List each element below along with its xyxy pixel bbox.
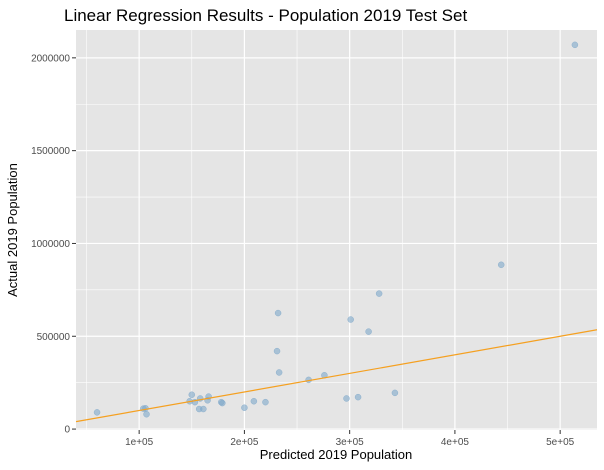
x-axis-ticks: 1e+05 2e+05 3e+05 4e+05 5e+05 bbox=[125, 430, 575, 448]
plot-panel bbox=[76, 30, 597, 430]
data-point bbox=[142, 405, 149, 412]
data-point bbox=[343, 395, 350, 402]
data-points bbox=[93, 41, 579, 418]
data-point bbox=[143, 410, 150, 418]
x-tick-label: 3e+05 bbox=[336, 437, 365, 448]
data-point bbox=[250, 397, 258, 405]
data-point bbox=[497, 261, 505, 269]
y-tick-label: 1500000 bbox=[31, 146, 70, 157]
data-point bbox=[274, 309, 282, 317]
data-point bbox=[241, 404, 248, 411]
y-axis-title: Actual 2019 Population bbox=[5, 163, 20, 297]
x-axis-title: Predicted 2019 Population bbox=[260, 447, 413, 462]
data-point bbox=[375, 290, 383, 297]
data-point bbox=[354, 393, 362, 401]
data-point bbox=[365, 328, 372, 335]
y-tick-label: 0 bbox=[64, 425, 70, 436]
y-axis-ticks: 0 500000 1000000 1500000 2000000 bbox=[31, 53, 76, 436]
data-point bbox=[93, 409, 101, 416]
y-tick-label: 2000000 bbox=[31, 53, 70, 64]
data-point bbox=[391, 389, 399, 397]
x-tick-label: 4e+05 bbox=[441, 437, 470, 448]
x-tick-label: 5e+05 bbox=[546, 437, 575, 448]
data-point bbox=[347, 316, 354, 323]
data-point bbox=[273, 347, 281, 355]
x-tick-label: 2e+05 bbox=[230, 437, 259, 448]
data-point bbox=[219, 399, 226, 407]
data-point bbox=[188, 391, 196, 398]
data-point bbox=[200, 405, 207, 413]
y-tick-label: 1000000 bbox=[31, 239, 70, 250]
regression-line-group bbox=[75, 329, 598, 423]
data-point bbox=[275, 369, 283, 376]
data-point bbox=[571, 41, 579, 49]
grid-major bbox=[76, 30, 597, 430]
y-tick-label: 500000 bbox=[37, 332, 71, 343]
data-point bbox=[262, 398, 269, 406]
chart-title: Linear Regression Results - Population 2… bbox=[64, 6, 467, 25]
regression-line bbox=[75, 329, 598, 423]
x-tick-label: 1e+05 bbox=[125, 437, 154, 448]
grid-minor bbox=[76, 30, 597, 430]
